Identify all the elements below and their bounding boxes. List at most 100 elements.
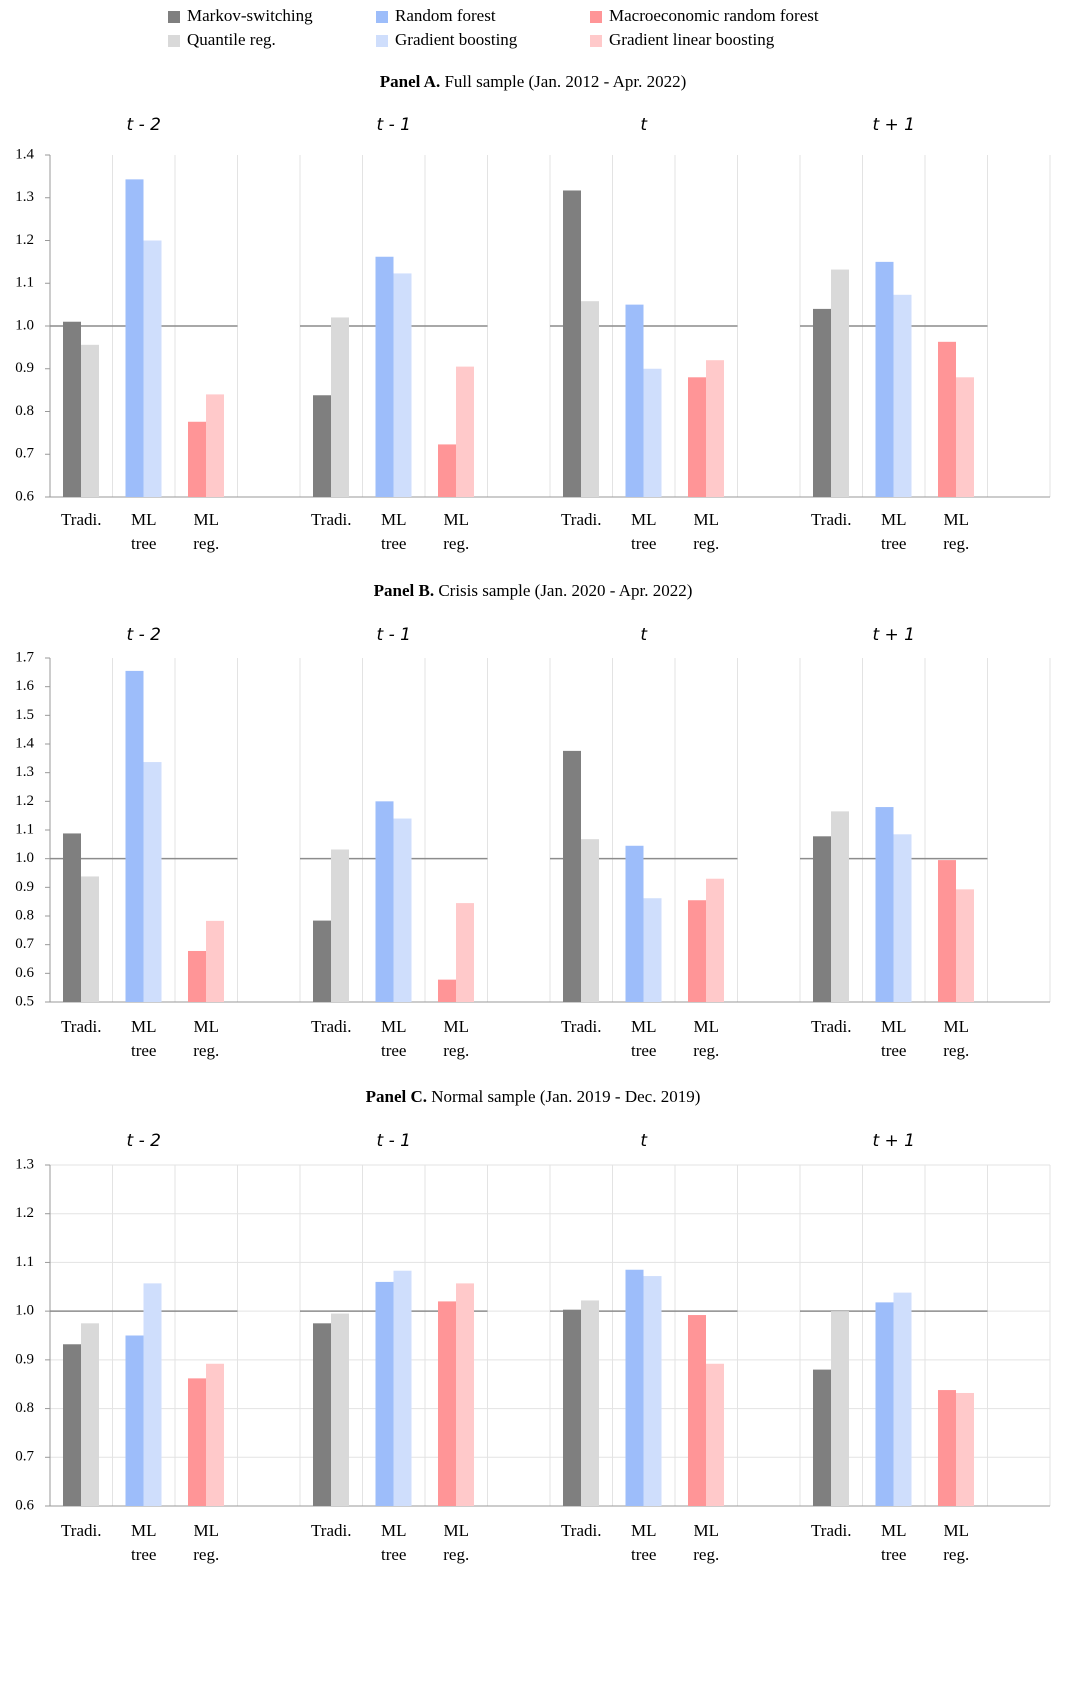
bar: [375, 801, 394, 1002]
legend-label: Gradient boosting: [395, 30, 518, 49]
y-tick-label: 0.8: [15, 907, 34, 923]
bar: [956, 889, 974, 1002]
bar: [331, 317, 349, 497]
panel-subtitle: Crisis sample (Jan. 2020 - Apr. 2022): [438, 581, 692, 600]
x-tick-label: Tradi.: [311, 510, 351, 529]
x-tick-label: ML tree: [381, 510, 407, 553]
y-tick-label: 1.1: [15, 1254, 34, 1270]
bar: [831, 811, 849, 1002]
bar: [625, 845, 644, 1002]
bar: [875, 261, 894, 497]
x-tick-label: Tradi.: [311, 1017, 351, 1036]
legend-swatch: [590, 11, 602, 23]
y-tick-label: 1.3: [15, 1156, 34, 1172]
horizon-label: t - 2: [127, 1131, 161, 1151]
legend-label: Random forest: [395, 6, 496, 25]
bar: [831, 269, 849, 497]
legend-label: Macroeconomic random forest: [609, 6, 819, 25]
legend-swatch: [376, 11, 388, 23]
horizon-label: t: [640, 115, 648, 135]
horizon-label: t + 1: [872, 625, 915, 645]
y-tick-label: 0.6: [15, 1497, 34, 1513]
x-tick-label: ML tree: [131, 1017, 157, 1060]
legend-label: Markov-switching: [187, 6, 313, 25]
bar: [456, 366, 474, 497]
bar: [63, 1344, 81, 1506]
y-tick-label: 1.0: [15, 850, 34, 866]
bar: [438, 979, 456, 1002]
bar: [393, 818, 412, 1002]
bar: [643, 898, 662, 1002]
x-tick-label: ML reg.: [693, 510, 719, 553]
bar: [188, 421, 206, 497]
bar: [143, 762, 162, 1002]
y-tick-label: 0.9: [15, 1351, 34, 1367]
bar: [456, 1283, 474, 1506]
bar: [875, 1302, 894, 1506]
y-tick-label: 1.7: [15, 649, 34, 665]
bar: [893, 834, 912, 1002]
x-tick-label: Tradi.: [61, 510, 101, 529]
y-tick-label: 1.2: [15, 232, 34, 248]
bar: [956, 377, 974, 497]
bar: [563, 750, 581, 1002]
y-tick-label: 1.1: [15, 821, 34, 837]
x-tick-label: ML reg.: [443, 1017, 469, 1060]
horizon-label: t: [640, 1131, 648, 1151]
horizon-label: t - 1: [377, 115, 411, 135]
bar: [81, 876, 99, 1002]
x-tick-label: ML reg.: [443, 1521, 469, 1564]
bar: [206, 394, 224, 497]
x-tick-label: ML tree: [881, 510, 907, 553]
x-tick-label: Tradi.: [61, 1017, 101, 1036]
y-tick-label: 0.8: [15, 403, 34, 419]
y-tick-label: 0.7: [15, 1449, 34, 1465]
y-tick-label: 1.0: [15, 317, 34, 333]
bar: [393, 273, 412, 497]
bar: [938, 860, 956, 1002]
horizon-label: t - 1: [377, 625, 411, 645]
bar: [313, 920, 331, 1002]
x-tick-label: ML reg.: [943, 510, 969, 553]
x-tick-label: ML tree: [381, 1521, 407, 1564]
bar: [938, 341, 956, 497]
bar: [688, 1315, 706, 1506]
x-tick-label: ML reg.: [693, 1521, 719, 1564]
x-tick-label: ML tree: [631, 510, 657, 553]
bar: [438, 444, 456, 497]
panel-subtitle: Normal sample (Jan. 2019 - Dec. 2019): [431, 1087, 700, 1106]
y-tick-label: 1.4: [15, 146, 34, 162]
bar: [331, 849, 349, 1002]
legend-swatch: [168, 11, 180, 23]
x-tick-label: ML tree: [881, 1521, 907, 1564]
y-tick-label: 1.4: [15, 735, 34, 751]
bar: [206, 920, 224, 1002]
bar: [313, 1323, 331, 1506]
x-tick-label: Tradi.: [561, 1521, 601, 1540]
bar: [81, 344, 99, 497]
panel-title: Panel B. Crisis sample (Jan. 2020 - Apr.…: [374, 581, 693, 600]
y-tick-label: 1.3: [15, 189, 34, 205]
panel-label: Panel B.: [374, 581, 434, 600]
bar: [581, 301, 599, 497]
x-tick-label: ML tree: [631, 1017, 657, 1060]
bar: [813, 1369, 831, 1506]
y-tick-label: 0.9: [15, 360, 34, 376]
x-tick-label: ML reg.: [193, 510, 219, 553]
legend-swatch: [168, 35, 180, 47]
x-tick-label: ML reg.: [193, 1017, 219, 1060]
horizon-label: t - 1: [377, 1131, 411, 1151]
y-tick-label: 0.6: [15, 965, 34, 981]
legend-swatch: [376, 35, 388, 47]
y-tick-label: 1.3: [15, 764, 34, 780]
bar: [581, 1300, 599, 1506]
x-tick-label: Tradi.: [561, 510, 601, 529]
bar: [813, 836, 831, 1002]
x-tick-label: Tradi.: [811, 1017, 851, 1036]
bar: [581, 839, 599, 1002]
bar: [375, 1281, 394, 1506]
bar: [438, 1301, 456, 1506]
horizon-label: t - 2: [127, 625, 161, 645]
legend-label: Quantile reg.: [187, 30, 276, 49]
